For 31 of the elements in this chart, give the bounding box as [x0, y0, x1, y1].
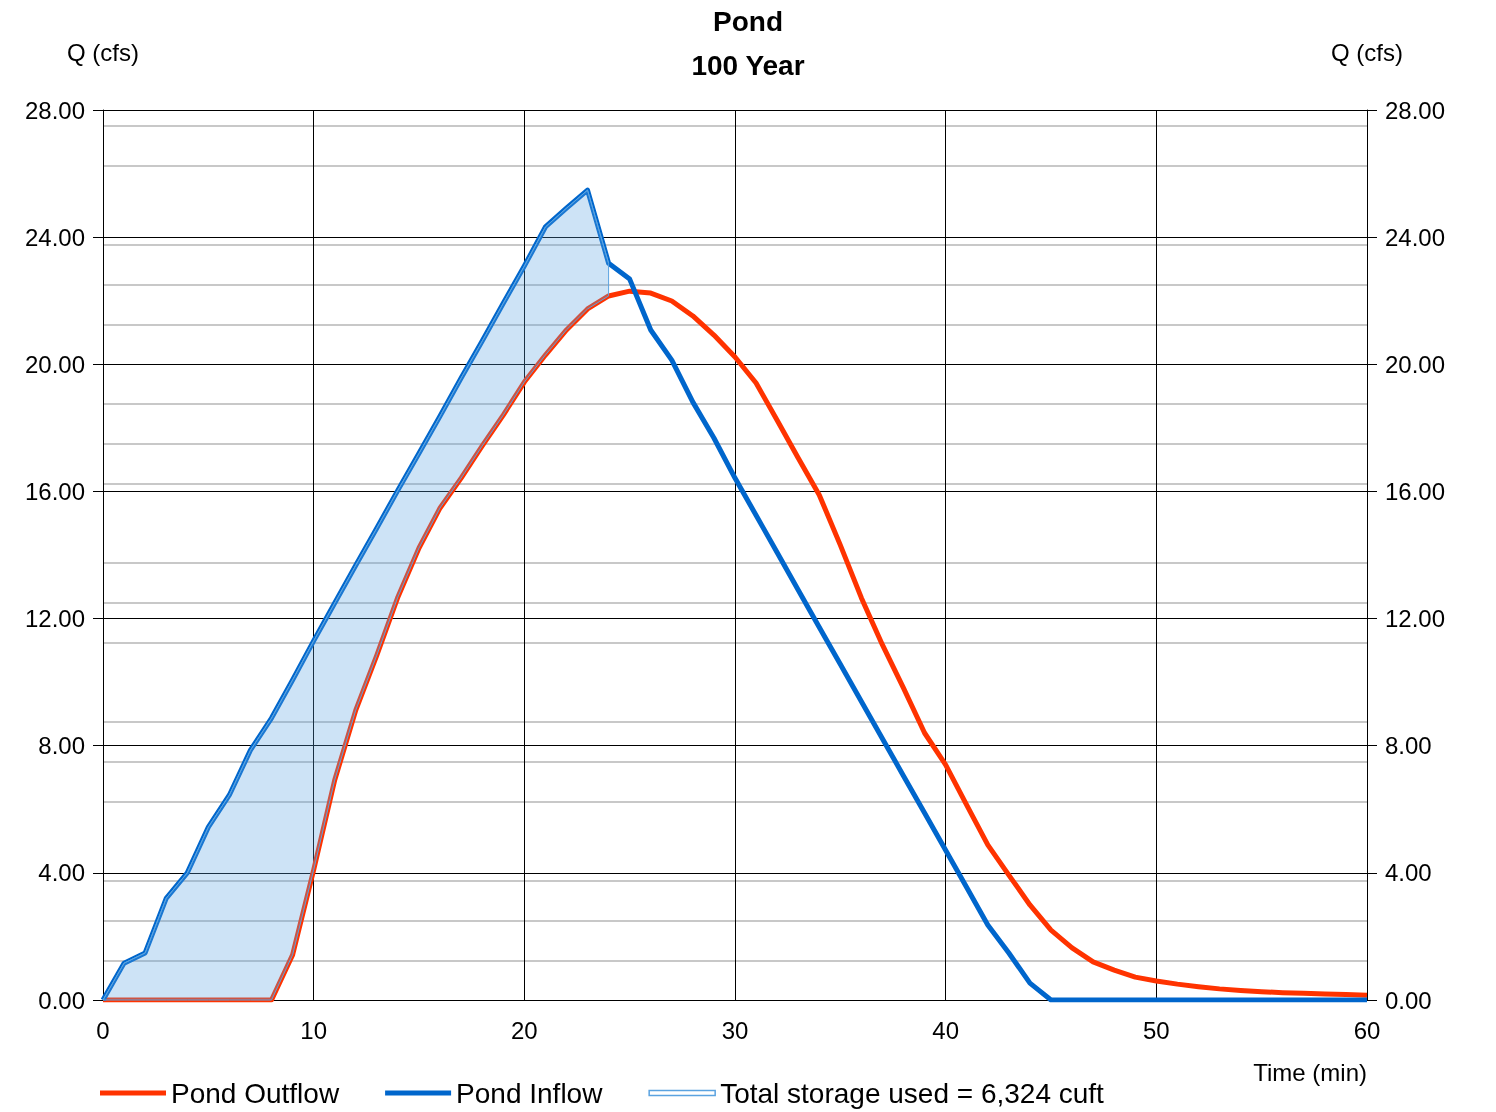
x-axis-title: Time (min) [1253, 1058, 1367, 1086]
y2-tick-label: 24.00 [1385, 223, 1446, 251]
legend-label: Total storage used = 6,324 cuft [720, 1077, 1105, 1109]
x-tick-label: 40 [932, 1016, 960, 1044]
y2-tick-label: 12.00 [1385, 605, 1446, 633]
y-tick-label: 4.00 [38, 859, 85, 887]
x-tick-label: 0 [96, 1016, 110, 1044]
y-tick-label: 0.00 [38, 986, 85, 1014]
y-tick-label: 16.00 [24, 477, 85, 505]
x-tick-label: 60 [1353, 1016, 1381, 1044]
y-axis-title: Q (cfs) [67, 38, 139, 66]
y-tick-label: 8.00 [38, 732, 85, 760]
x-tick-label: 20 [510, 1016, 538, 1044]
chart-subtitle: 100 Year [691, 49, 805, 81]
legend-label: Pond Inflow [456, 1077, 604, 1109]
x-tick-label: 50 [1142, 1016, 1170, 1044]
chart-title: Pond [713, 5, 783, 37]
x-tick-label: 30 [721, 1016, 749, 1044]
x-tick-label: 10 [300, 1016, 328, 1044]
y2-axis-title: Q (cfs) [1331, 38, 1403, 66]
y-tick-label: 12.00 [24, 605, 85, 633]
y-tick-label: 28.00 [24, 96, 85, 124]
y-tick-label: 24.00 [24, 223, 85, 251]
y2-tick-label: 20.00 [1385, 350, 1446, 378]
legend-label: Pond Outflow [171, 1077, 340, 1109]
y2-tick-label: 0.00 [1385, 986, 1432, 1014]
y-tick-label: 20.00 [24, 350, 85, 378]
y2-tick-label: 16.00 [1385, 477, 1446, 505]
y2-tick-label: 8.00 [1385, 732, 1432, 760]
y2-tick-label: 4.00 [1385, 859, 1432, 887]
y2-tick-label: 28.00 [1385, 96, 1446, 124]
